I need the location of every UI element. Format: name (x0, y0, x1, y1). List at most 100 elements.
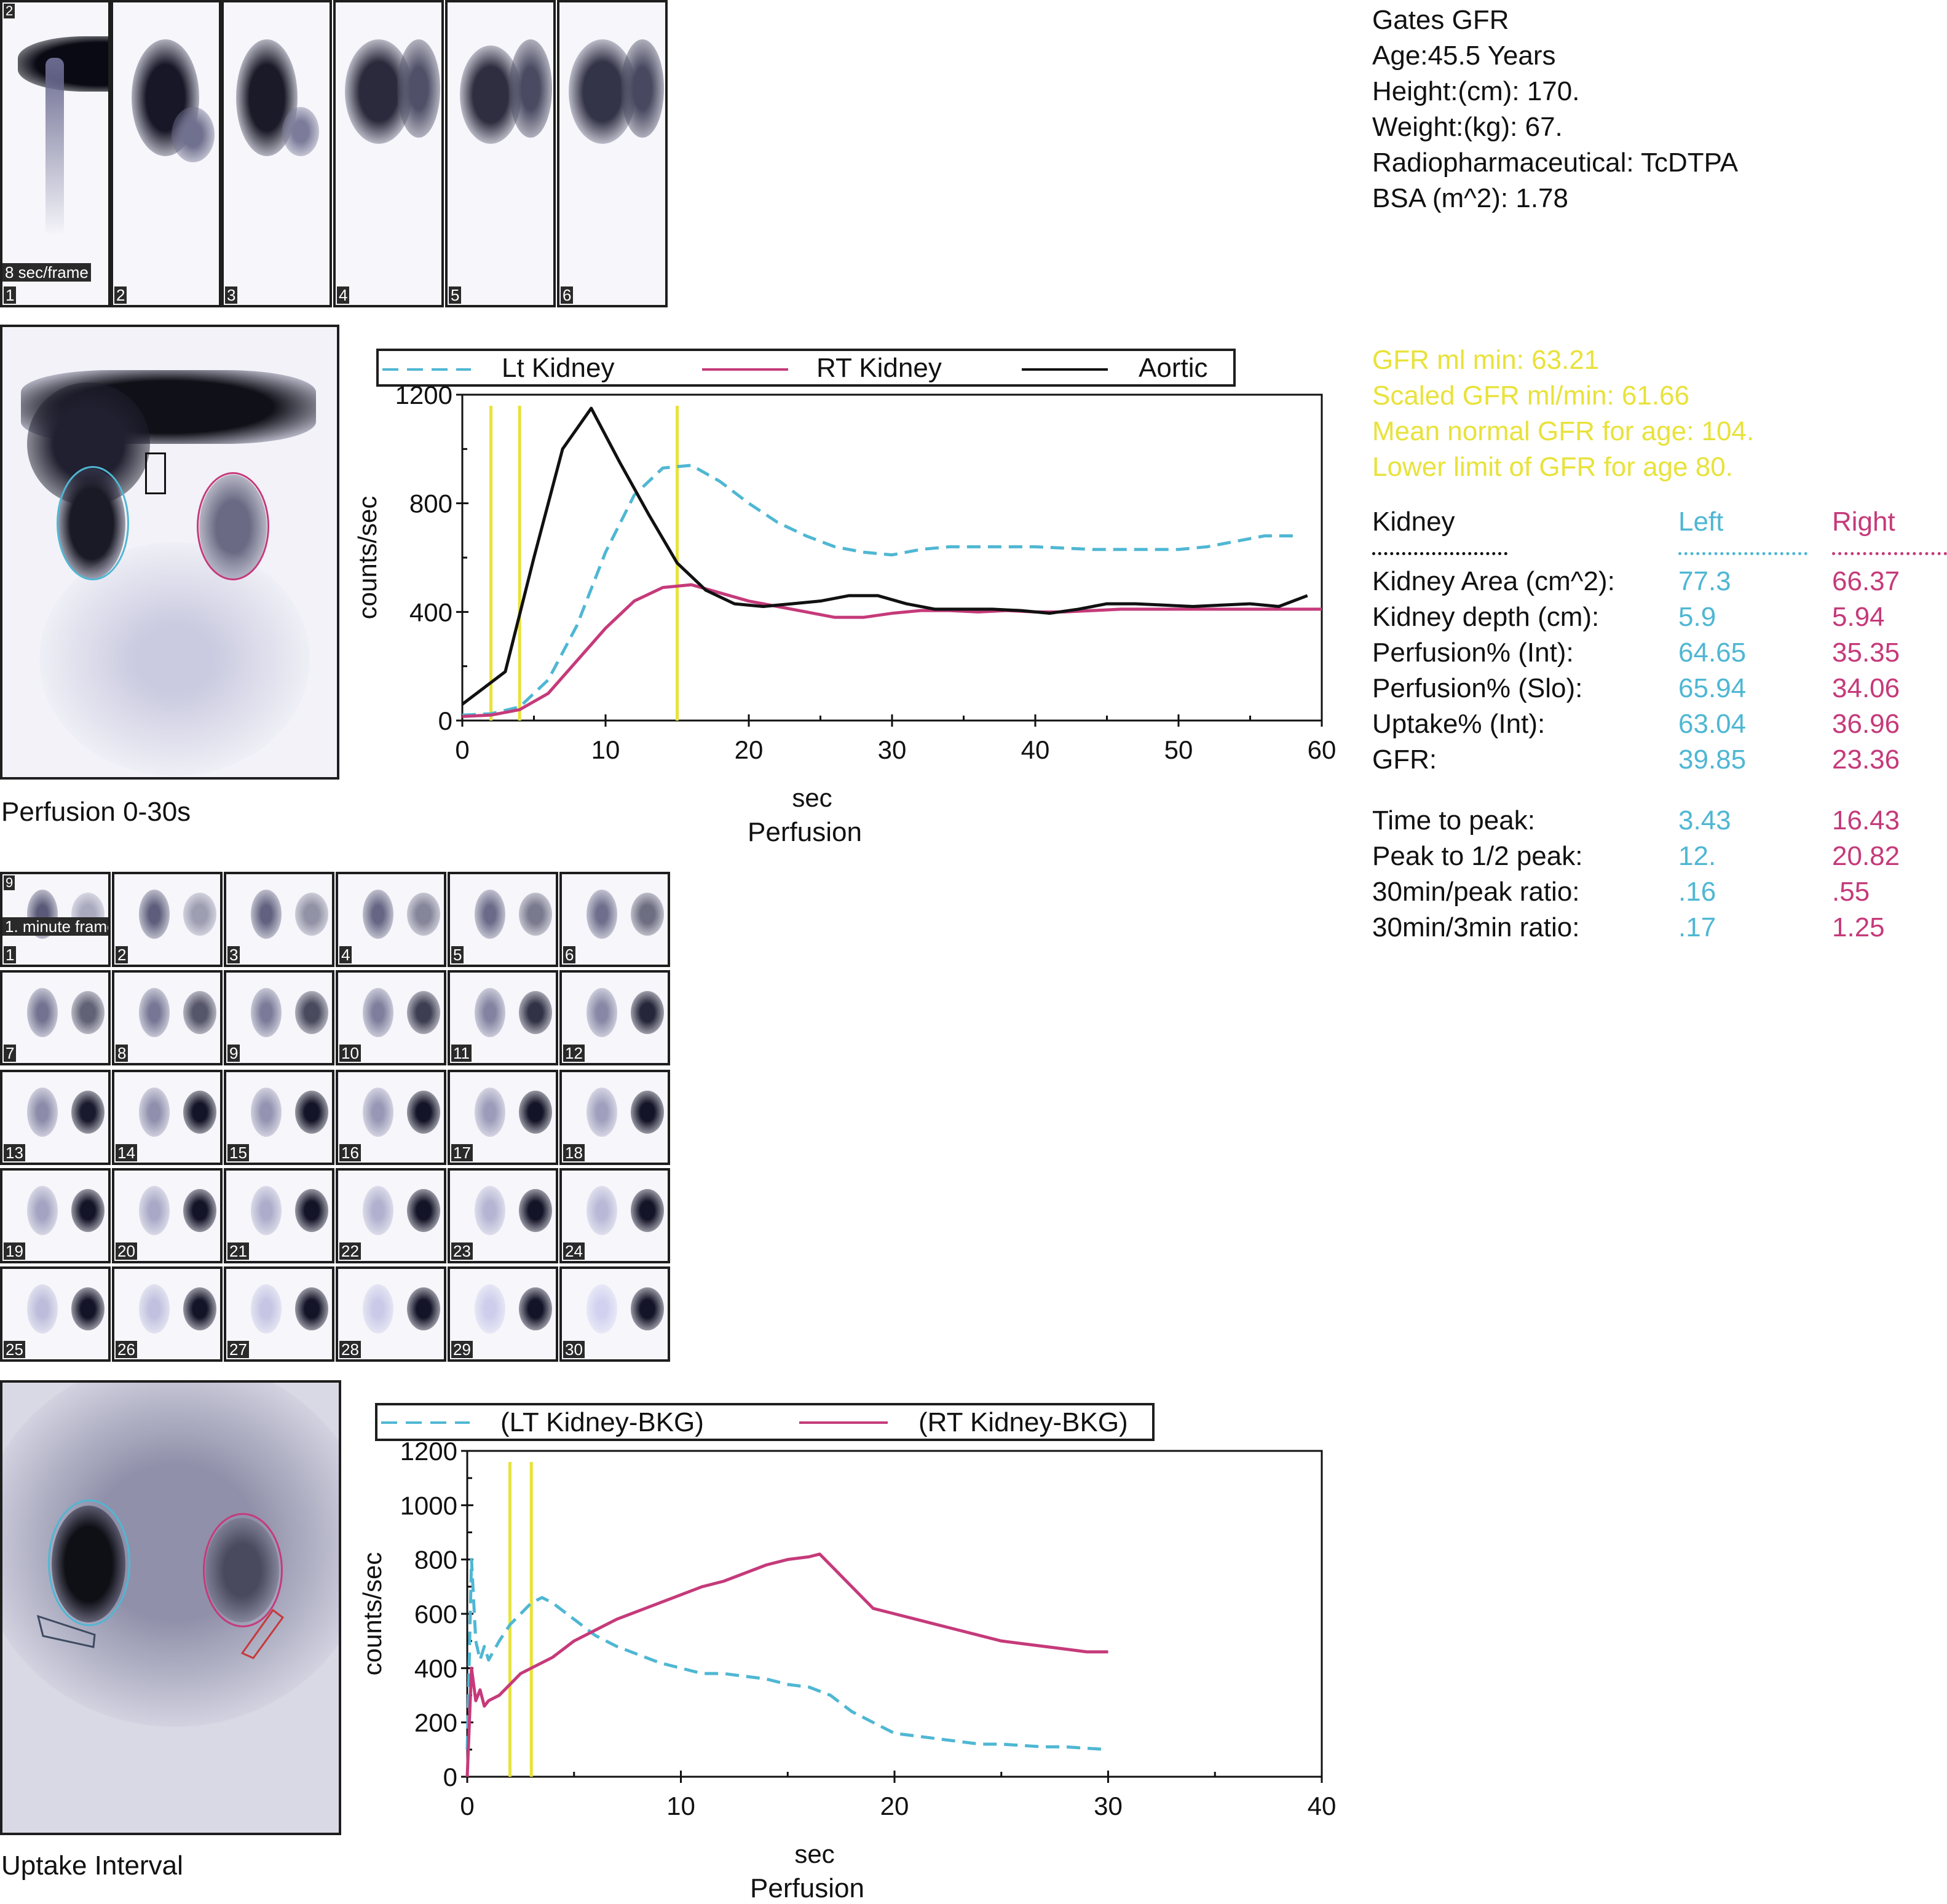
minute-frame[interactable]: 30 (559, 1266, 670, 1362)
header-divider-left (1678, 552, 1807, 555)
perfusion-legend: Lt Kidney RT Kidney Aortic (376, 349, 1236, 387)
table-cell-right: 35.35 (1832, 638, 1900, 668)
minute-frame[interactable]: 28 (336, 1266, 446, 1362)
minute-frame[interactable]: 18 (559, 1070, 670, 1165)
minute-frame[interactable]: 23 (448, 1168, 558, 1263)
frame-number: 26 (116, 1341, 137, 1358)
x-axis-label: sec (794, 1839, 834, 1868)
dynamic-frame-2[interactable]: 2 (111, 0, 221, 307)
minute-frame[interactable]: 14 (112, 1070, 223, 1165)
minute-frame[interactable]: 5 (448, 872, 558, 967)
minute-frame[interactable]: 26 (112, 1266, 223, 1362)
left-kidney-activity (586, 890, 617, 939)
minute-frame[interactable]: 3 (224, 872, 334, 967)
table-cell-right: 36.96 (1832, 709, 1900, 739)
right-kidney-activity (183, 1189, 216, 1232)
legend-swatches (382, 368, 1108, 371)
frame-number: 25 (4, 1341, 25, 1358)
y-tick-label: 800 (409, 489, 452, 518)
minute-frame[interactable]: 11 (448, 970, 558, 1065)
legend-rt-kidney-bkg: (RT Kidney-BKG) (918, 1407, 1128, 1437)
minute-frame[interactable]: 8 (112, 970, 223, 1065)
y-tick-label: 0 (438, 706, 452, 735)
patient-height: Height:(cm): 170. (1372, 76, 1580, 106)
right-kidney-activity (519, 1189, 552, 1232)
minute-frame[interactable]: 27 (224, 1266, 334, 1362)
chart-subtitle: Perfusion (748, 817, 862, 847)
frame-number: 16 (339, 1144, 361, 1161)
minute-frame[interactable]: 9 (224, 970, 334, 1065)
minute-frame[interactable]: 7 (0, 970, 111, 1065)
right-kidney-activity (407, 1189, 440, 1232)
table-cell-left: 5.9 (1678, 602, 1716, 632)
minute-frame[interactable]: 16 (336, 1070, 446, 1165)
dynamic-frame-1[interactable]: 2 8 sec/frame 1 (0, 0, 111, 307)
minute-frame[interactable]: 20 (112, 1168, 223, 1263)
table-cell-left: 39.85 (1678, 745, 1747, 775)
table-cell-label: Kidney depth (cm): (1372, 602, 1600, 632)
minute-frame[interactable]: 12 (559, 970, 670, 1065)
perfusion-chart: 0 400 800 1200 0 10 20 30 40 50 60 counts/sec sec Per… (353, 381, 1336, 847)
right-kidney-roi (197, 472, 269, 580)
left-kidney-activity (586, 1088, 617, 1137)
right-kidney-activity (519, 991, 552, 1034)
gfr-value: GFR ml min: 63.21 (1372, 345, 1600, 375)
plot-area (461, 393, 1323, 722)
y-tick-label: 1200 (395, 381, 452, 409)
minute-frame[interactable]: 6 (559, 872, 670, 967)
frame-number: 6 (563, 946, 576, 963)
table-cell-right: .55 (1832, 877, 1870, 907)
minute-frame[interactable]: 9 1. minute frames 1 (0, 872, 111, 967)
scaled-gfr: Scaled GFR ml/min: 61.66 (1372, 381, 1689, 411)
minute-frame[interactable]: 29 (448, 1266, 558, 1362)
minute-frame[interactable]: 22 (336, 1168, 446, 1263)
x-tick-label: 30 (878, 735, 907, 764)
table-cell-right: 20.82 (1832, 841, 1900, 871)
dynamic-frame-3[interactable]: 3 (221, 0, 332, 307)
frame-number: 23 (451, 1242, 473, 1260)
left-kidney-activity (251, 1186, 282, 1235)
minute-frame[interactable]: 24 (559, 1168, 670, 1263)
radiopharmaceutical: Radiopharmaceutical: TcDTPA (1372, 148, 1739, 178)
right-kidney-activity (282, 107, 319, 156)
x-tick-label: 40 (1021, 735, 1050, 764)
right-kidney-activity (631, 1091, 664, 1134)
minute-frame[interactable]: 25 (0, 1266, 111, 1362)
right-kidney-activity (407, 1091, 440, 1134)
frame-number: 13 (4, 1144, 25, 1161)
right-kidney-activity (183, 1287, 216, 1330)
right-kidney-activity (295, 991, 328, 1034)
perfusion-image[interactable] (0, 325, 339, 780)
minute-frame[interactable]: 10 (336, 970, 446, 1065)
minute-frame[interactable]: 21 (224, 1168, 334, 1263)
table-cell-left: 77.3 (1678, 566, 1731, 596)
x-tick-label: 10 (591, 735, 620, 764)
minute-frame[interactable]: 2 (112, 872, 223, 967)
minute-frame[interactable]: 15 (224, 1070, 334, 1165)
series-line-0 (465, 1558, 1108, 1752)
y-tick-label: 0 (443, 1763, 457, 1791)
table-cell-left: 3.43 (1678, 805, 1731, 835)
y-tick-label: 1200 (400, 1437, 457, 1466)
dynamic-frame-4[interactable]: 4 (333, 0, 444, 307)
minute-frame[interactable]: 13 (0, 1070, 111, 1165)
x-tick-label: 20 (735, 735, 764, 764)
frame-number: 4 (337, 286, 350, 304)
left-kidney-activity (363, 890, 393, 939)
dynamic-frame-5[interactable]: 5 (445, 0, 556, 307)
uptake-image[interactable] (0, 1380, 341, 1835)
minute-frame[interactable]: 17 (448, 1070, 558, 1165)
x-axis-label: sec (792, 783, 832, 812)
y-tick-label: 1000 (400, 1491, 457, 1520)
minute-frame[interactable]: 4 (336, 872, 446, 967)
left-kidney-activity (363, 988, 393, 1037)
aorta-activity (45, 58, 64, 236)
minute-frame[interactable]: 19 (0, 1168, 111, 1263)
right-kidney-activity (71, 1189, 105, 1232)
right-kidney-activity (631, 1287, 664, 1330)
x-tick-label: 30 (1094, 1791, 1123, 1820)
dynamic-frame-6[interactable]: 6 (557, 0, 668, 307)
table-cell-left: 12. (1678, 841, 1716, 871)
table-cell-left: 65.94 (1678, 673, 1747, 703)
series-line-1 (462, 583, 1322, 718)
